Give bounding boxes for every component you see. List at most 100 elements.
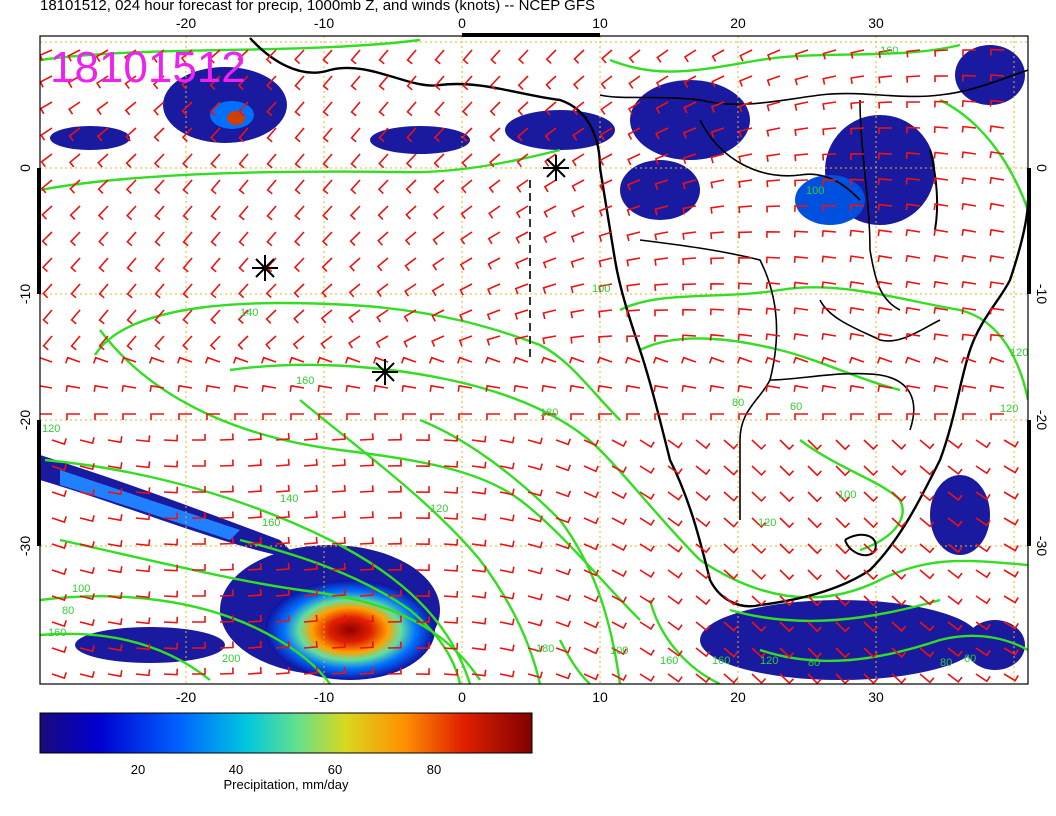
wind-barb <box>695 543 711 554</box>
wind-barb <box>443 668 459 676</box>
wind-barb <box>863 517 879 529</box>
wind-barb <box>404 257 417 272</box>
wind-barb <box>947 517 963 528</box>
wind-barb <box>374 413 388 420</box>
wind-barb <box>70 257 81 273</box>
wind-barb <box>835 517 851 529</box>
wind-barb <box>210 257 221 273</box>
wind-barb <box>219 537 234 545</box>
wind-barb <box>209 49 221 64</box>
wind-barb <box>192 486 206 493</box>
wind-barb <box>682 308 697 316</box>
wind-barb <box>265 49 277 65</box>
wind-barb <box>415 668 430 676</box>
wind-barb <box>905 254 921 262</box>
coastlines <box>249 37 1028 608</box>
wind-barb <box>232 356 249 364</box>
wind-barb <box>51 490 67 498</box>
wind-barb <box>135 591 151 599</box>
wind-barb <box>570 231 585 243</box>
wind-barb <box>107 462 123 470</box>
wind-barb <box>947 491 963 502</box>
wind-barb <box>347 335 361 349</box>
wind-barb <box>766 413 780 420</box>
wind-barb <box>177 384 193 392</box>
wind-barb <box>639 673 655 683</box>
wind-barb <box>835 647 851 659</box>
wind-barb <box>247 563 262 571</box>
wind-barb <box>322 205 333 221</box>
contour-label: 200 <box>222 653 240 665</box>
wind-barb <box>919 673 935 684</box>
wind-barb <box>975 491 991 501</box>
wind-barb <box>457 384 473 392</box>
wind-barb <box>989 281 1005 289</box>
wind-barb <box>794 179 809 187</box>
wind-barb <box>919 491 935 502</box>
wind-barb <box>654 179 669 190</box>
wind-barb <box>723 621 739 632</box>
wind-barb <box>443 564 459 572</box>
wind-barb <box>933 202 949 211</box>
wind-barb <box>275 614 290 623</box>
wind-barb <box>655 75 669 89</box>
contour-label: 100 <box>592 283 610 295</box>
wind-barb <box>736 356 753 364</box>
wind-barb <box>154 205 165 221</box>
wind-barb <box>42 283 53 299</box>
wind-barb <box>489 127 501 142</box>
wind-barb <box>583 621 600 629</box>
wind-barb <box>877 384 893 392</box>
wind-barb <box>878 49 893 59</box>
wind-barb <box>322 153 333 169</box>
wind-barb <box>415 564 430 572</box>
wind-barb <box>70 309 81 325</box>
wind-barb <box>40 179 53 194</box>
wind-barb <box>639 647 655 657</box>
wind-barb <box>275 458 290 467</box>
wind-barb <box>192 434 206 441</box>
wind-barb <box>288 356 305 364</box>
wind-barb <box>850 101 865 110</box>
contour-label: 60 <box>790 401 802 413</box>
wind-barb <box>934 49 949 57</box>
wind-barb <box>975 621 991 631</box>
wind-barb <box>378 75 389 91</box>
wind-barb <box>571 153 585 167</box>
wind-barb <box>711 75 725 88</box>
wind-barb <box>387 641 402 649</box>
wind-barb <box>962 49 977 57</box>
wind-barb <box>583 517 600 525</box>
wind-barb <box>515 257 529 270</box>
wind-barb <box>570 335 585 344</box>
wind-barb <box>555 490 572 498</box>
wind-barb <box>598 283 613 293</box>
wind-barb <box>433 127 445 143</box>
wind-barb <box>598 205 613 217</box>
wind-barb <box>275 432 290 441</box>
wind-barb <box>98 335 109 351</box>
lat-tick-label: -10 <box>17 284 33 304</box>
wind-barb <box>723 595 739 606</box>
wind-barb <box>835 543 851 555</box>
wind-barb <box>154 309 165 325</box>
wind-barb <box>527 645 543 653</box>
wind-barb <box>626 283 641 292</box>
wind-barb <box>490 49 501 65</box>
contour-label: 160 <box>712 655 730 667</box>
wind-barb <box>67 49 81 62</box>
wind-barb <box>849 280 865 288</box>
left-latitude-ticks: 0 -10 -20 -30 <box>17 164 33 556</box>
colorbar-tick-label: 20 <box>131 762 145 777</box>
wind-barb <box>247 485 262 493</box>
wind-barb <box>723 439 739 450</box>
wind-barb <box>234 413 248 420</box>
wind-barb <box>989 74 1005 82</box>
wind-barb <box>877 280 893 288</box>
wind-barb <box>387 615 402 623</box>
wind-barb <box>348 283 361 298</box>
wind-barb <box>294 205 305 221</box>
wind-barb <box>807 465 822 477</box>
wind-barb <box>349 231 361 246</box>
